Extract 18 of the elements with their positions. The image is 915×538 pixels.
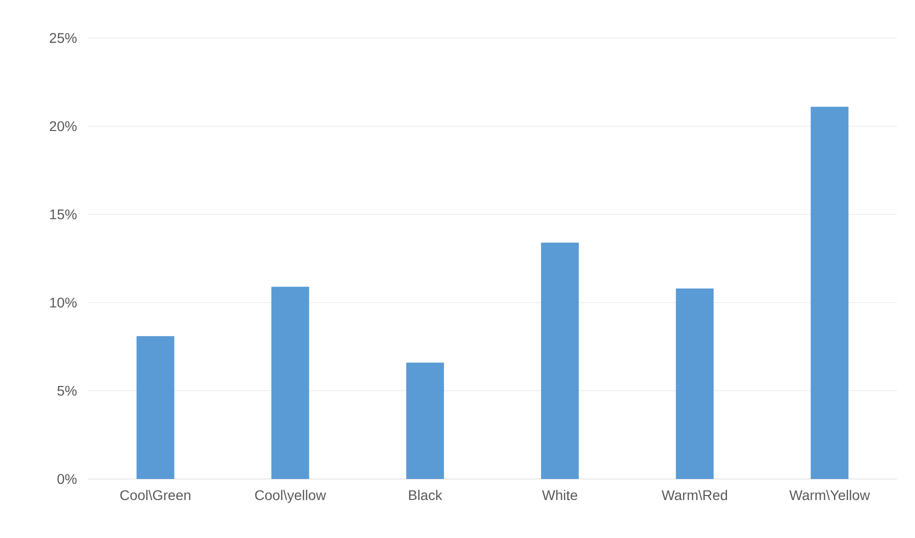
y-tick-label: 20%: [50, 121, 77, 132]
x-tick-label: White: [542, 490, 578, 500]
bar: [406, 362, 444, 479]
bar: [541, 242, 579, 479]
y-tick-label: 25%: [50, 33, 77, 43]
y-tick-label: 0%: [57, 474, 77, 484]
x-tick-label: Warm\Yellow: [789, 490, 870, 500]
bar: [271, 286, 310, 479]
x-tick-label: Cool\yellow: [255, 490, 326, 503]
y-tick-label: 15%: [50, 209, 77, 220]
x-tick-label: Black: [409, 490, 442, 500]
x-tick-label: Cool\Green: [120, 490, 190, 500]
x-tick-label: Warm\Red: [662, 490, 728, 500]
y-tick-label: 5%: [57, 386, 77, 396]
bar: [676, 288, 714, 479]
y-tick-label: 10%: [50, 298, 77, 308]
bar: [136, 336, 174, 479]
bar: [810, 106, 848, 479]
